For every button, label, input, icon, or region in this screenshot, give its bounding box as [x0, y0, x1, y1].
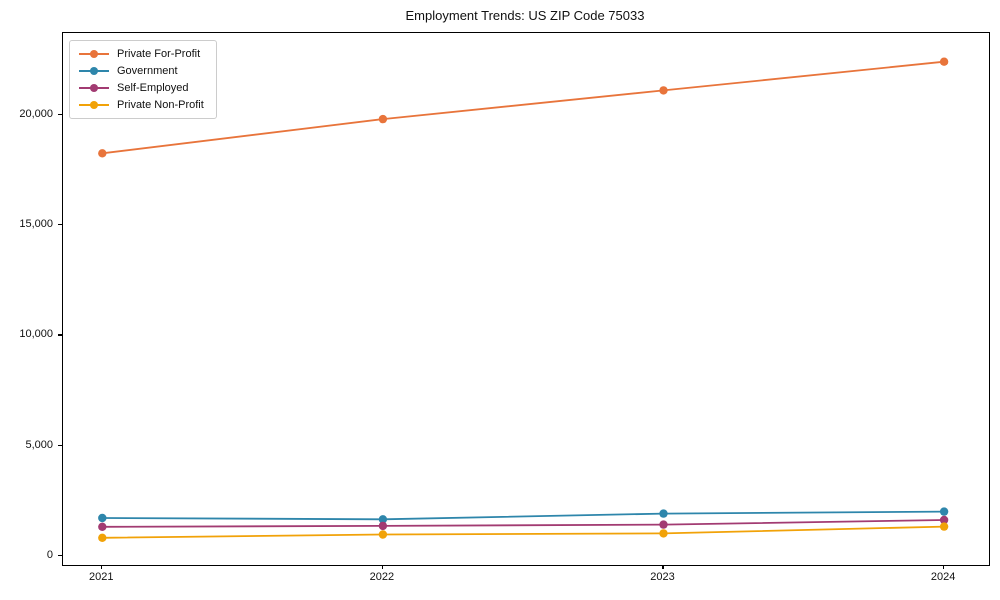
y-tick-label: 5,000	[25, 438, 53, 451]
y-tick-label: 15,000	[19, 218, 53, 231]
marker-private-non-profit-2022	[378, 530, 388, 539]
series-line-self-employed	[102, 519, 945, 528]
legend-item-self-employed: Self-Employed	[79, 82, 204, 94]
marker-private-for-profit-2024	[939, 57, 949, 66]
marker-private-for-profit-2023	[659, 86, 668, 95]
y-tick-mark	[58, 224, 62, 226]
marker-government-2024	[939, 507, 949, 516]
legend-marker-self-employed	[79, 83, 109, 93]
marker-government-2023	[659, 509, 668, 518]
marker-private-for-profit-2022	[378, 114, 388, 124]
y-tick-mark	[58, 334, 62, 336]
series-line-government	[102, 510, 945, 521]
legend-dot-swatch	[90, 101, 98, 109]
y-tick-label: 20,000	[19, 107, 53, 120]
marker-self-employed-2022	[378, 521, 388, 531]
legend-marker-private-non-profit	[79, 100, 109, 110]
series-line-private-for-profit	[102, 60, 945, 155]
series-line-private-non-profit	[102, 525, 945, 539]
chart-canvas	[98, 57, 949, 542]
legend-item-government: Government	[79, 65, 204, 77]
marker-self-employed-2024	[939, 515, 949, 525]
legend-item-private-non-profit: Private Non-Profit	[79, 99, 204, 111]
marker-self-employed-2021	[98, 522, 107, 531]
marker-private-for-profit-2021	[98, 149, 107, 158]
plot-area: Private For-Profit Government Self-Employe…	[62, 32, 990, 566]
marker-private-non-profit-2024	[939, 522, 949, 531]
marker-private-non-profit-2023	[659, 529, 668, 538]
legend-label: Private For-Profit	[117, 48, 201, 60]
legend-marker-government	[79, 66, 109, 76]
x-tick-label: 2021	[89, 571, 114, 583]
legend-label: Private Non-Profit	[117, 99, 204, 111]
x-tick-mark	[101, 565, 103, 569]
chart-title: Employment Trends: US ZIP Code 75033	[405, 8, 645, 23]
marker-private-non-profit-2021	[98, 533, 107, 542]
x-tick-mark	[943, 565, 945, 569]
y-tick-mark	[58, 555, 62, 557]
legend: Private For-Profit Government Self-Employe…	[69, 40, 217, 119]
legend-item-private-for-profit: Private For-Profit	[79, 48, 204, 60]
y-tick-label: 10,000	[19, 328, 53, 341]
marker-government-2022	[378, 515, 388, 524]
legend-dot-swatch	[90, 67, 98, 75]
x-tick-label: 2024	[930, 571, 956, 583]
x-tick-label: 2023	[650, 571, 675, 583]
marker-government-2021	[98, 513, 107, 523]
x-tick-mark	[662, 565, 664, 569]
legend-label: Self-Employed	[117, 82, 189, 94]
legend-marker-private-for-profit	[79, 49, 109, 59]
legend-dot-swatch	[90, 50, 98, 58]
marker-self-employed-2023	[659, 520, 668, 529]
y-tick-mark	[58, 113, 62, 115]
y-tick-label: 0	[46, 549, 53, 562]
legend-label: Government	[117, 65, 178, 77]
y-tick-mark	[58, 444, 62, 446]
x-tick-mark	[381, 565, 384, 569]
legend-dot-swatch	[90, 84, 98, 92]
x-tick-label: 2022	[369, 571, 395, 583]
